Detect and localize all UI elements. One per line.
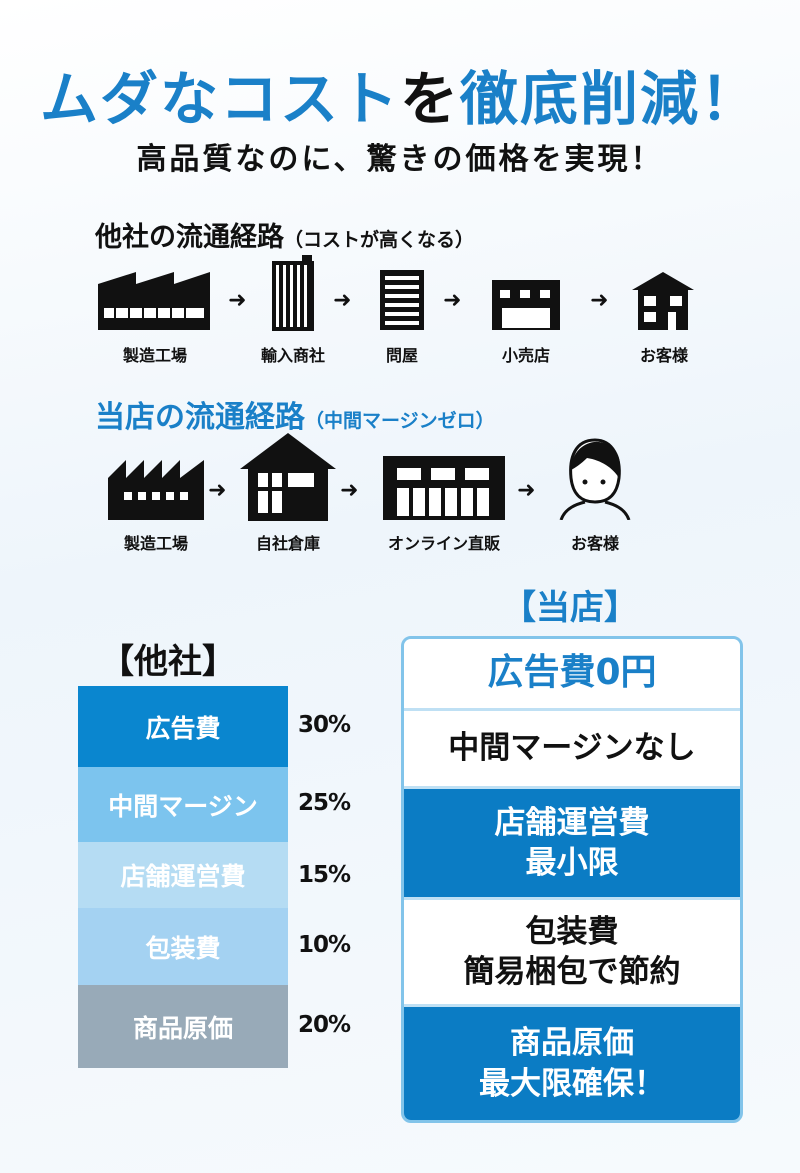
cost-row-margin: 中間マージン [78,767,288,842]
advantage-text: 店舗運営費 [494,804,650,841]
advantage-text: 包装費 [525,913,619,950]
route-step-label: 製造工場 [123,534,188,553]
cost-percent: 20% [298,1012,351,1038]
arrow-icon: ➜ [333,288,352,313]
cost-percent: 10% [298,932,351,958]
arrow-icon: ➜ [517,478,536,503]
warehouse-icon [240,433,336,521]
house-icon [632,272,694,330]
title-part: 徹底削減！ [460,65,761,133]
cost-row-packaging: 包装費 [78,908,288,985]
other-route-title: 他社の流通経路（コストが高くなる） [95,215,474,254]
our-route-title: 当店の流通経路（中間マージンゼロ） [95,392,495,436]
cost-row-ad: 広告費 [78,686,288,767]
advantage-text: 広告費0円 [487,652,657,694]
route-step-label: 輸入商社 [260,346,325,365]
title-part: を [399,65,460,133]
shop-icon [492,280,560,330]
tall-building-icon [272,255,314,331]
advantage-no-margin: 中間マージンなし [404,711,740,786]
arrow-icon: ➜ [228,288,247,313]
main-title: ムダなコストを徹底削減！ [0,52,800,136]
storefront-icon [383,456,505,520]
cost-label: 店舗運営費 [120,862,246,891]
advantage-text: 中間マージンなし [448,730,696,767]
customer-icon [559,438,631,520]
our-heading: 【当店】 [502,588,638,628]
cost-label: 中間マージン [108,791,258,821]
advantage-packaging: 包装費簡易梱包で節約 [404,900,740,1004]
office-building-icon [380,270,424,330]
route-note: （中間マージンゼロ） [305,410,495,432]
advantage-product-cost: 商品原価 最大限確保！ [404,1007,740,1120]
title-part: ムダなコスト [39,65,400,133]
factory-icon [108,460,204,520]
route-note: （コストが高くなる） [284,229,475,251]
route-step-label: 製造工場 [122,346,187,365]
cost-percent: 25% [298,790,351,816]
route-title-text: 他社の流通経路 [95,222,284,253]
route-step-label: お客様 [639,346,688,365]
cost-percent: 30% [298,712,351,738]
advantage-text: 最大限確保！ [479,1065,665,1102]
others-heading: 【他社】 [100,642,236,682]
arrow-icon: ➜ [590,288,609,313]
factory-icon [98,272,210,330]
cost-row-product: 商品原価 [78,985,288,1068]
cost-label: 商品原価 [132,1013,233,1043]
cost-row-store: 店舗運営費 [78,842,288,908]
route-step-label: オンライン直販 [387,534,500,553]
our-advantages-box: 広告費0円 中間マージンなし 店舗運営費 最小限 包装費 簡易梱包で節約 商品原価最… [401,636,743,1123]
route-step-label: 自社倉庫 [255,534,320,553]
cost-label: 包装費 [145,933,221,963]
advantage-text: 最小限 [525,845,619,881]
route-step-label: お客様 [570,534,619,553]
arrow-icon: ➜ [340,478,359,503]
route-step-label: 問屋 [385,346,418,365]
advantage-ad-free: 広告費0円 [404,639,740,708]
advantage-store-cost: 店舗運営費 最小限 [404,789,740,897]
cost-label: 広告費 [145,713,221,743]
route-title-text: 当店の流通経路 [95,400,305,435]
arrow-icon: ➜ [208,478,227,503]
arrow-icon: ➜ [443,288,462,313]
subtitle: 高品質なのに、驚きの価格を実現！ [136,142,664,177]
advantage-text: 商品原価 [510,1025,634,1062]
advantage-text: 簡易梱包で節約 [463,954,681,990]
cost-percent: 15% [298,862,351,888]
route-step-label: 小売店 [501,346,550,365]
